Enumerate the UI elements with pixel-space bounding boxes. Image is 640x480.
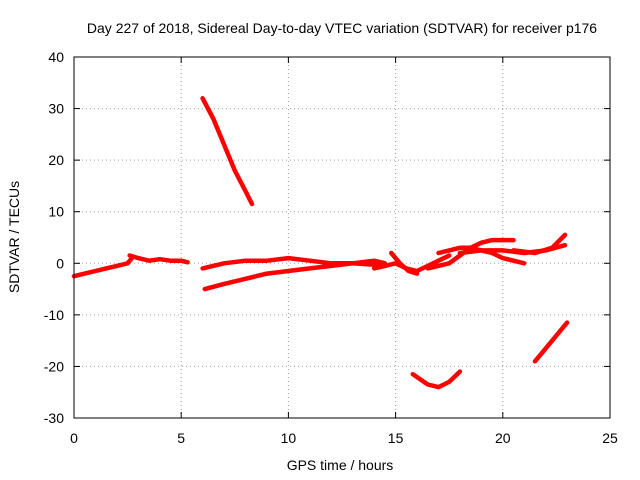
series-track-13 [532, 320, 570, 364]
x-tick-label: 5 [177, 430, 185, 446]
series-track-7 [389, 250, 420, 276]
series-track-3 [200, 96, 255, 207]
y-tick-label: 0 [56, 255, 64, 271]
y-tick-label: -20 [44, 358, 64, 374]
x-tick-label: 10 [281, 430, 297, 446]
plot-frame [73, 56, 611, 419]
x-tick-label: 25 [602, 430, 618, 446]
series-group [71, 96, 570, 390]
y-tick-label: 40 [48, 49, 64, 65]
x-tick-label: 15 [388, 430, 404, 446]
ticks [73, 56, 611, 419]
x-tick-label: 20 [495, 430, 511, 446]
series-track-5 [200, 255, 388, 271]
y-axis-label: SDTVAR / TECUs [6, 181, 22, 293]
y-tick-label: 20 [48, 152, 64, 168]
y-tick-label: 30 [48, 101, 64, 117]
y-tick-label: -30 [44, 410, 64, 426]
x-tick-label: 0 [70, 430, 78, 446]
series-track-8 [410, 369, 463, 390]
tick-labels: 0 5 10 15 20 25 -30 -20 -10 0 10 20 30 40 [44, 49, 618, 446]
series-track-12 [511, 232, 568, 256]
chart-title: Day 227 of 2018, Sidereal Day-to-day VTE… [87, 20, 597, 36]
y-tick-label: 10 [48, 204, 64, 220]
series-track-1 [71, 255, 135, 279]
series-track-9 [425, 237, 516, 271]
series-track-2 [127, 253, 190, 265]
y-tick-label: -10 [44, 307, 64, 323]
x-axis-label: GPS time / hours [287, 457, 394, 473]
